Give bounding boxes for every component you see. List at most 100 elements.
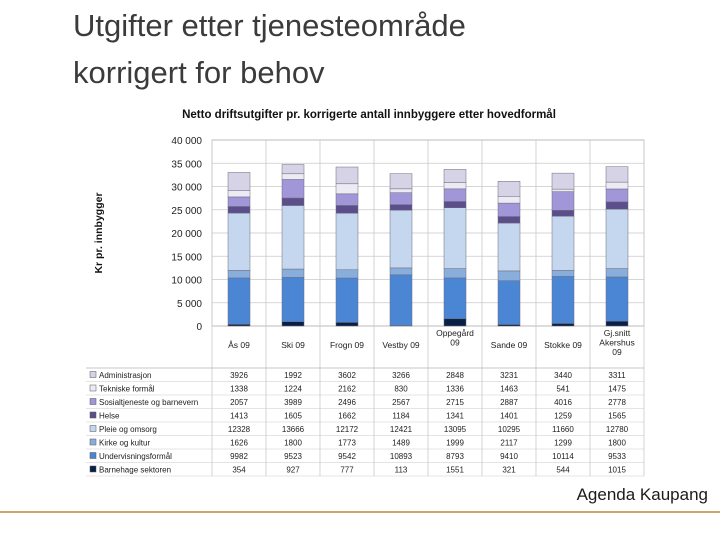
bar-segment <box>605 276 629 322</box>
bar-segment <box>335 277 359 323</box>
table-cell-value: 1341 <box>446 411 464 420</box>
table-cell-value: 321 <box>502 465 516 474</box>
table-cell-value: 9410 <box>500 452 518 461</box>
category-label: Sande 09 <box>491 340 528 350</box>
table-cell-value: 3266 <box>392 371 410 380</box>
table-cell-value: 1489 <box>392 438 410 447</box>
bar-segment <box>227 190 251 198</box>
table-cell-value: 1413 <box>230 411 248 420</box>
table-cell-value: 4016 <box>554 398 572 407</box>
table-cell-value: 1015 <box>608 465 626 474</box>
table-cell-value: 3311 <box>608 371 626 380</box>
legend-swatch <box>89 371 97 378</box>
table-cell-value: 1800 <box>608 438 626 447</box>
bar-segment <box>227 277 251 325</box>
table-cell-value: 2567 <box>392 398 410 407</box>
category-label: Akershus <box>599 338 634 348</box>
bar-segment <box>443 207 467 269</box>
table-cell-value: 3926 <box>230 371 248 380</box>
bar-segment <box>443 201 467 208</box>
bar-segment <box>281 164 305 175</box>
table-cell-value: 1299 <box>554 438 572 447</box>
bar-segment <box>551 323 575 327</box>
y-tick-label: 10 000 <box>171 276 202 287</box>
bar-segment <box>443 182 467 190</box>
table-cell-value: 1626 <box>230 438 248 447</box>
table-cell-value: 1401 <box>500 411 518 420</box>
table-cell-value: 8793 <box>446 452 464 461</box>
slide-title-line-2: korrigert for behov <box>73 55 325 90</box>
bar-segment <box>227 206 251 214</box>
table-cell-value: 2162 <box>338 384 356 393</box>
bar-segment <box>281 205 305 270</box>
table-cell-value: 9533 <box>608 452 626 461</box>
bar-segment <box>335 322 359 327</box>
slide-title: Utgifter etter tjenesteområde korrigert … <box>73 2 673 96</box>
legend-swatch <box>89 425 97 432</box>
bar-segment <box>443 169 467 183</box>
bar-segment <box>281 197 305 206</box>
bar-segment <box>551 276 575 324</box>
table-cell-value: 1463 <box>500 384 518 393</box>
bar-segment <box>551 210 575 217</box>
bar-segment <box>443 188 467 202</box>
legend-swatch <box>89 411 97 419</box>
category-label: Ski 09 <box>281 340 305 350</box>
bar-segment <box>281 321 305 327</box>
bar-segment <box>389 209 413 269</box>
bar-segment <box>605 208 629 269</box>
bar-segment <box>281 268 305 278</box>
table-cell-value: 1336 <box>446 384 464 393</box>
table-row-label: Sosialtjeneste og barnevern <box>99 398 198 407</box>
category-label: Ås 09 <box>228 340 250 350</box>
bar-segment <box>389 188 413 193</box>
bar-segment <box>335 269 359 279</box>
bar-segment <box>443 318 467 327</box>
table-cell-value: 1605 <box>284 411 302 420</box>
bar-segment <box>497 181 521 197</box>
bar-segment <box>335 205 359 214</box>
bar-segment <box>605 268 629 278</box>
category-label: Oppegård <box>436 328 474 338</box>
table-cell-value: 12780 <box>606 425 629 434</box>
table-cell-value: 2778 <box>608 398 626 407</box>
table-cell-value: 113 <box>395 465 408 474</box>
y-tick-label: 15 000 <box>171 252 202 263</box>
table-cell-value: 1992 <box>284 371 302 380</box>
bar-segment <box>497 280 521 325</box>
y-tick-label: 5 000 <box>177 299 202 310</box>
category-label: Gj.snitt <box>604 328 631 338</box>
bar-segment <box>551 188 575 192</box>
bar-segment <box>497 222 521 272</box>
table-cell-value: 927 <box>286 465 300 474</box>
legend-swatch <box>89 384 97 392</box>
category-label: Frogn 09 <box>330 340 364 350</box>
table-cell-value: 3231 <box>500 371 518 380</box>
legend-swatch <box>89 465 97 473</box>
table-cell-value: 9542 <box>338 452 356 461</box>
table-cell-value: 2496 <box>338 398 356 407</box>
table-cell-value: 1475 <box>608 384 626 393</box>
stacked-bar-chart: Netto driftsutgifter pr. korrigerte anta… <box>86 109 645 477</box>
table-cell-value: 12172 <box>336 425 359 434</box>
table-row-label: Pleie og omsorg <box>99 425 157 434</box>
table-cell-value: 2057 <box>230 398 248 407</box>
table-cell-value: 1259 <box>554 411 572 420</box>
bar-segment <box>389 204 413 211</box>
legend-swatch <box>89 452 97 459</box>
table-row-label: Barnehage sektoren <box>99 465 171 474</box>
slide-title-line-1: Utgifter etter tjenesteområde <box>73 8 466 43</box>
table-row-label: Tekniske formål <box>99 384 155 393</box>
y-axis-label: Kr pr. innbygger <box>93 192 105 273</box>
table-cell-value: 1800 <box>284 438 302 447</box>
bar-segment <box>443 277 467 320</box>
table-cell-value: 2848 <box>446 371 464 380</box>
bar-segment <box>497 216 521 224</box>
table-cell-value: 12421 <box>390 425 413 434</box>
category-label: Stokke 09 <box>544 340 582 350</box>
table-cell-value: 2117 <box>500 438 518 447</box>
table-cell-value: 10893 <box>390 452 413 461</box>
bar-segment <box>605 321 629 327</box>
legend-swatch <box>89 398 97 405</box>
footer-label: Agenda Kaupang <box>576 485 708 504</box>
